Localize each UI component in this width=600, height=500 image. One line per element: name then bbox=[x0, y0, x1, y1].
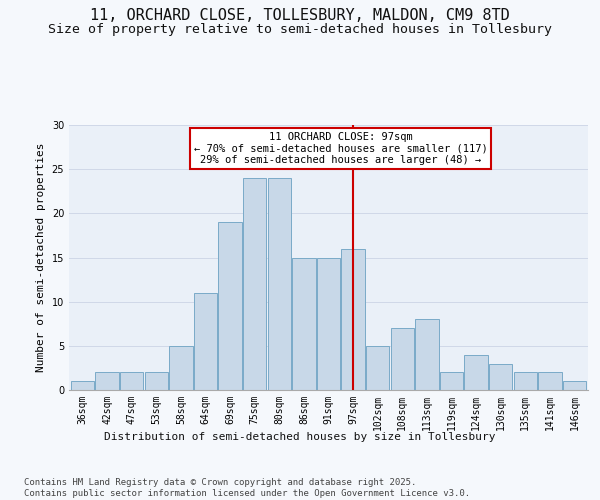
Text: Contains HM Land Registry data © Crown copyright and database right 2025.
Contai: Contains HM Land Registry data © Crown c… bbox=[24, 478, 470, 498]
Bar bbox=[292, 258, 316, 390]
Bar bbox=[489, 364, 512, 390]
Bar bbox=[317, 258, 340, 390]
Bar bbox=[268, 178, 291, 390]
Bar bbox=[366, 346, 389, 390]
Bar bbox=[391, 328, 414, 390]
Bar bbox=[464, 354, 488, 390]
Bar bbox=[169, 346, 193, 390]
Bar bbox=[538, 372, 562, 390]
Bar bbox=[71, 381, 94, 390]
Bar bbox=[440, 372, 463, 390]
Bar bbox=[120, 372, 143, 390]
Text: Distribution of semi-detached houses by size in Tollesbury: Distribution of semi-detached houses by … bbox=[104, 432, 496, 442]
Bar bbox=[243, 178, 266, 390]
Text: Size of property relative to semi-detached houses in Tollesbury: Size of property relative to semi-detach… bbox=[48, 22, 552, 36]
Bar bbox=[563, 381, 586, 390]
Bar bbox=[145, 372, 168, 390]
Text: 11 ORCHARD CLOSE: 97sqm
← 70% of semi-detached houses are smaller (117)
29% of s: 11 ORCHARD CLOSE: 97sqm ← 70% of semi-de… bbox=[194, 132, 488, 166]
Bar bbox=[194, 293, 217, 390]
Y-axis label: Number of semi-detached properties: Number of semi-detached properties bbox=[36, 143, 46, 372]
Bar bbox=[218, 222, 242, 390]
Bar bbox=[95, 372, 119, 390]
Bar bbox=[415, 320, 439, 390]
Bar bbox=[341, 248, 365, 390]
Bar bbox=[514, 372, 537, 390]
Text: 11, ORCHARD CLOSE, TOLLESBURY, MALDON, CM9 8TD: 11, ORCHARD CLOSE, TOLLESBURY, MALDON, C… bbox=[90, 8, 510, 22]
